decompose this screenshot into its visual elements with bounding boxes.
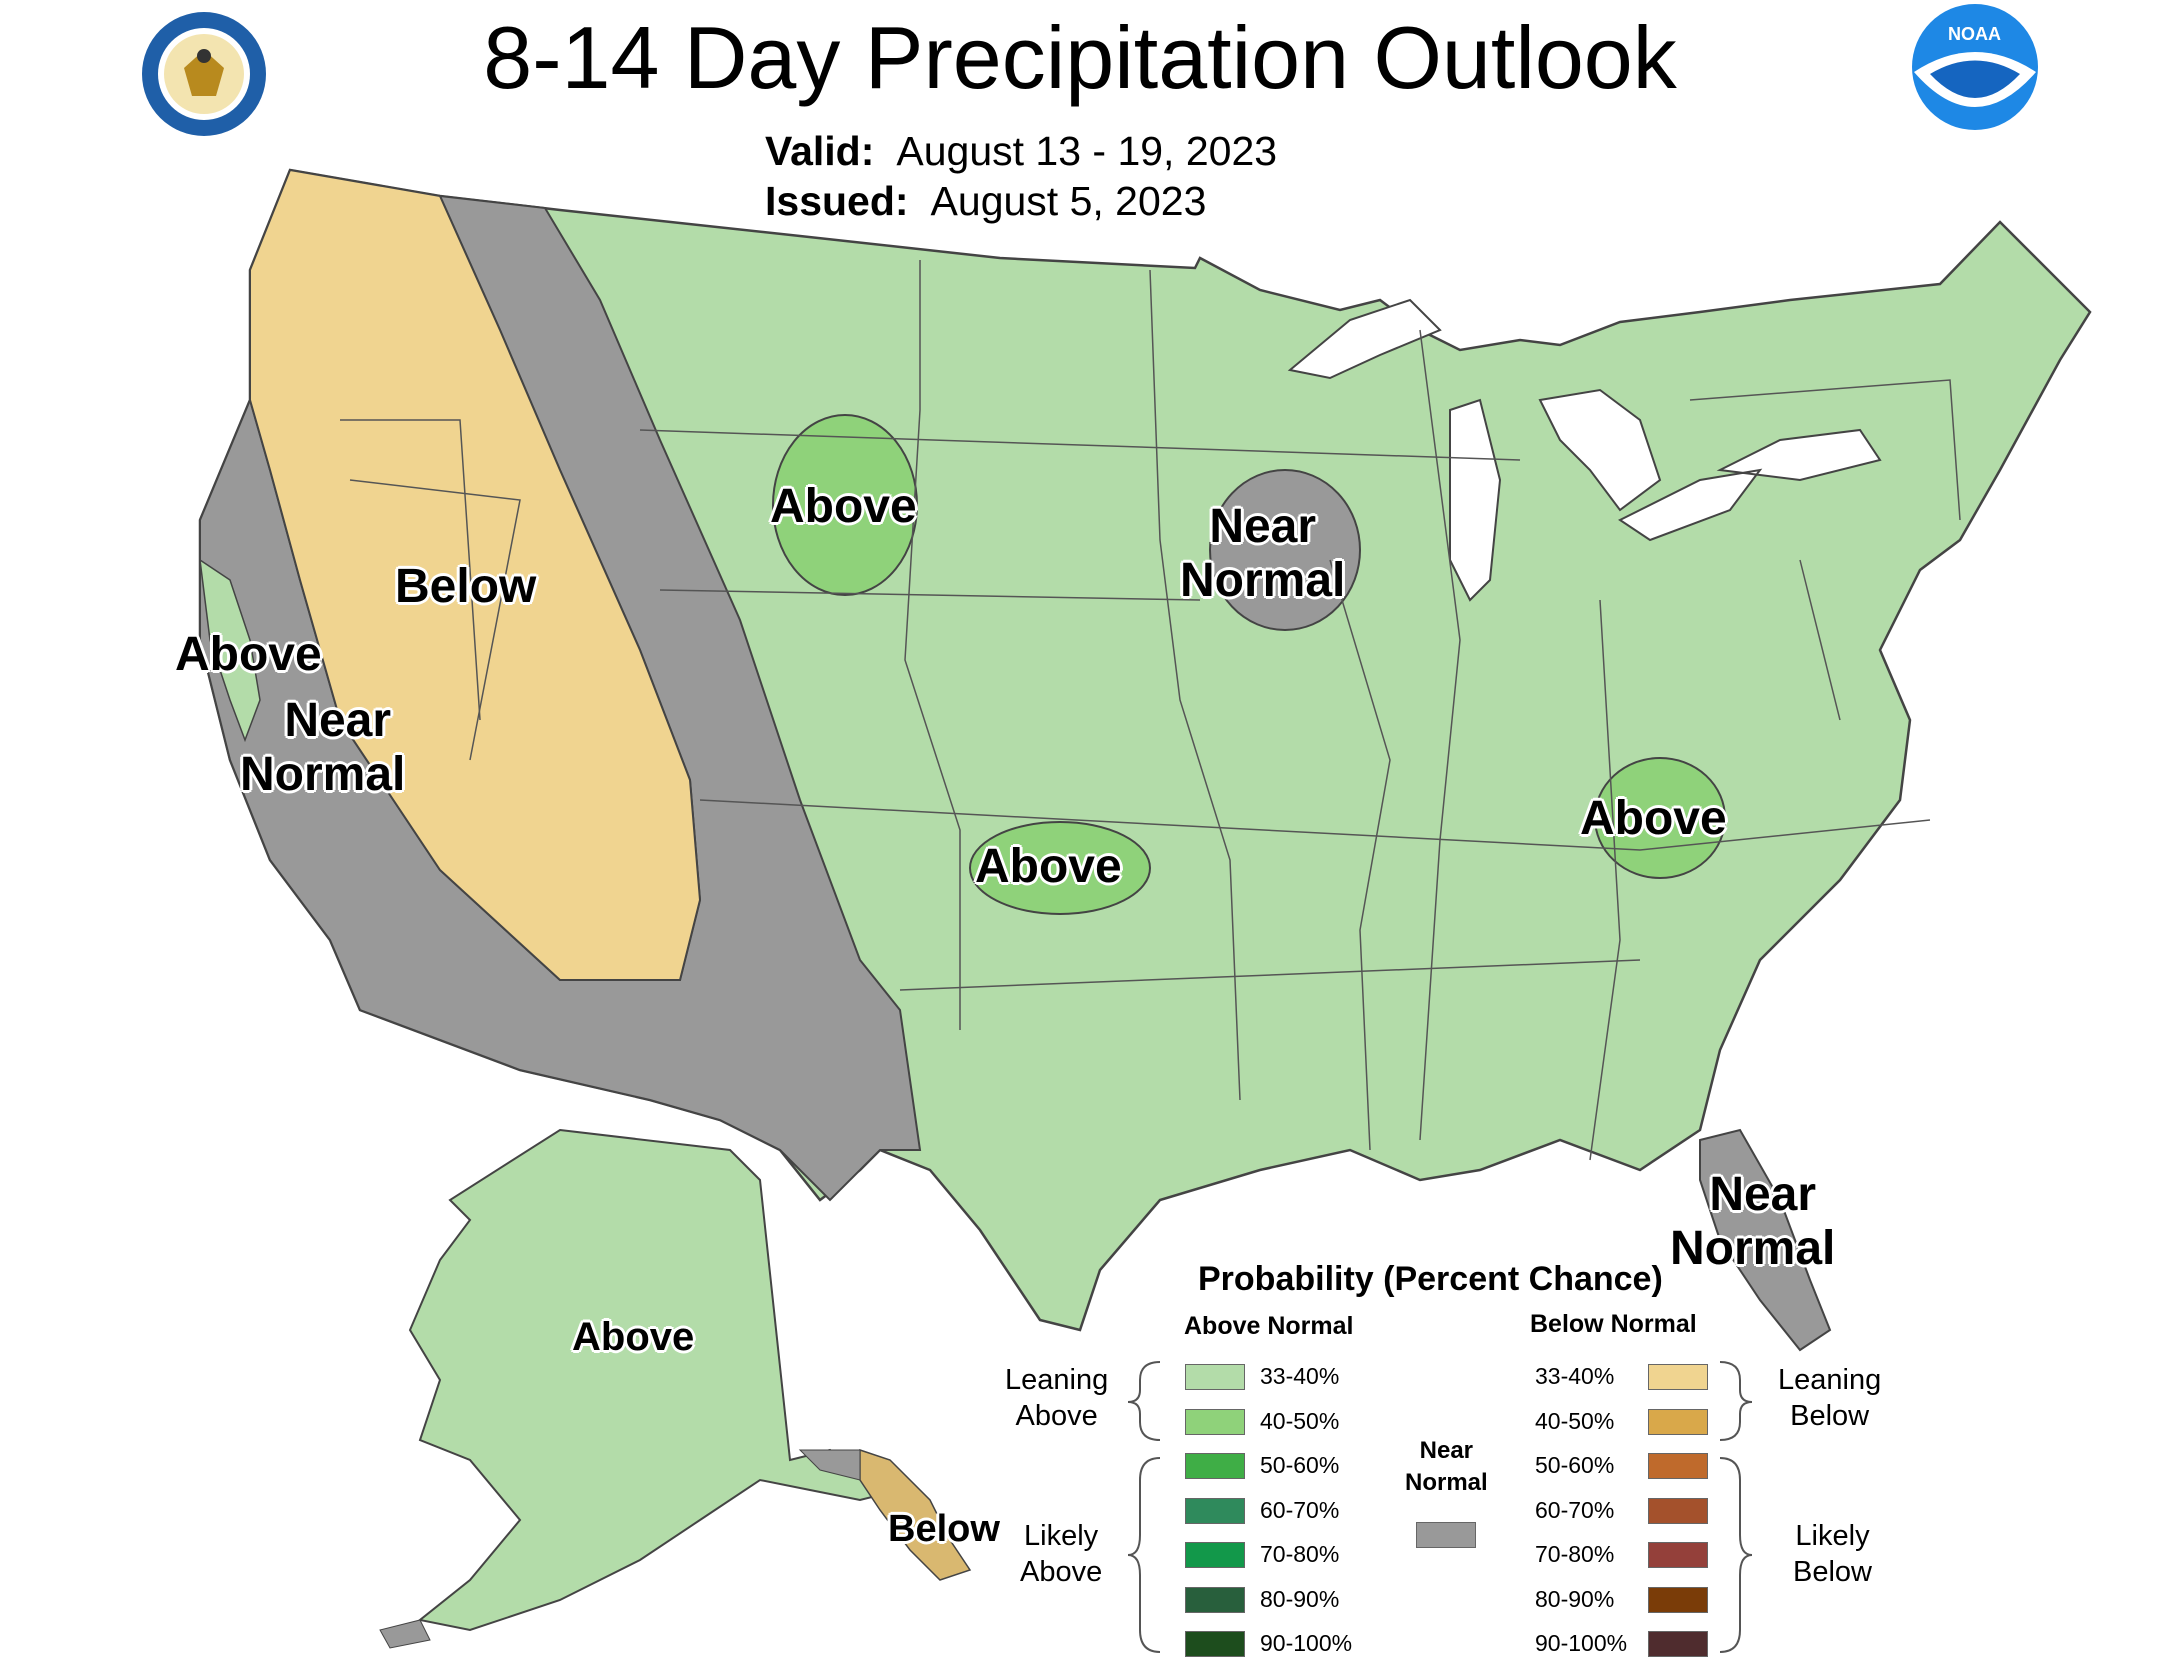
below-range-label: 60-70%: [1535, 1496, 1615, 1523]
above-range-label: 50-60%: [1260, 1452, 1340, 1478]
legend-above-header: Above Normal: [1184, 1312, 1354, 1340]
great-lakes: [1287, 298, 1882, 602]
leaning-below-line2: Below: [1790, 1400, 1870, 1432]
legend-title: Probability (Percent Chance): [1198, 1260, 1663, 1298]
legend-brackets: [1127, 1361, 1753, 1653]
label-se-alaska-below: Below: [888, 1508, 1000, 1550]
below-swatch-70-80pct: [1648, 1542, 1708, 1568]
label-near-line: Near: [1709, 1168, 1817, 1221]
legend-leaning-below-label: Leaning Below: [1778, 1362, 1881, 1434]
leaning-below-line1: Leaning: [1778, 1364, 1882, 1396]
label-alaska-above: Above: [572, 1315, 695, 1359]
label-northern-plains-above: Above: [770, 480, 917, 533]
valid-value: August 13 - 19, 2023: [896, 128, 1278, 174]
below-swatch-50-60pct: [1648, 1453, 1708, 1479]
below-swatch-80-90pct: [1648, 1586, 1708, 1613]
appalachia-above-region: [1594, 757, 1726, 879]
below-range-label: 80-90%: [1535, 1585, 1615, 1612]
alaska-leaning-above-region: [408, 1128, 903, 1632]
aleutian-islands: [379, 1619, 431, 1649]
label-appalachia-above: Above: [1580, 792, 1727, 845]
coastal-ca-above-region: [199, 558, 261, 743]
northern-plains-above-region: [772, 414, 918, 596]
above-range-label: 33-40%: [1260, 1363, 1340, 1389]
issued-value: August 5, 2023: [930, 178, 1207, 224]
page-title: 8-14 Day Precipitation Outlook: [483, 8, 1677, 107]
above-swatch-40-50pct: [1185, 1408, 1245, 1435]
likely-below-line1: Likely: [1795, 1520, 1870, 1552]
leaning-above-line2: Above: [1015, 1400, 1098, 1432]
leaning-above-line1: Leaning: [1005, 1364, 1109, 1396]
label-normal-line: Normal: [1670, 1222, 1836, 1275]
above-range-label: 60-70%: [1260, 1496, 1340, 1523]
label-coastal-ca-above: Above: [175, 628, 322, 681]
below-range-label: 70-80%: [1535, 1541, 1615, 1567]
label-normal-line: Normal: [1180, 554, 1346, 607]
legend-likely-below-label: Likely Below: [1793, 1518, 1872, 1590]
above-swatch-50-60pct: [1185, 1453, 1245, 1479]
commerce-seal-logo: [140, 10, 268, 138]
legend-near-normal-label: Near Normal: [1405, 1435, 1488, 1499]
pacific-nw-below-region: [249, 168, 702, 981]
state-borders: [340, 260, 1961, 1161]
below-range-label: 50-60%: [1535, 1452, 1615, 1478]
florida-near-normal-region: [1699, 1128, 1832, 1352]
noaa-logo: NOAA: [1910, 2, 2040, 132]
se-alaska-below-region: [859, 1448, 972, 1581]
likely-above-line1: Likely: [1024, 1520, 1099, 1552]
above-swatch-70-80pct: [1185, 1542, 1245, 1568]
above-range-label: 70-80%: [1260, 1541, 1340, 1567]
below-swatch-40-50pct: [1648, 1408, 1708, 1435]
label-west-near-normal: Near Normal: [240, 694, 405, 802]
below-range-label: 90-100%: [1535, 1630, 1628, 1656]
bracket-likely-below: [1719, 1457, 1753, 1653]
southern-plains-above-region: [969, 821, 1151, 915]
bracket-leaning-above: [1127, 1361, 1161, 1441]
below-swatch-60-70pct: [1648, 1497, 1708, 1524]
above-range-label: 80-90%: [1260, 1585, 1340, 1612]
valid-dates: Valid: August 13 - 19, 2023: [765, 126, 1277, 176]
above-range-label: 40-50%: [1260, 1407, 1340, 1434]
label-near-line: Near: [284, 694, 392, 747]
above-swatch-90-100pct: [1185, 1631, 1245, 1657]
label-florida-near-normal: Near Normal: [1670, 1168, 1835, 1276]
near-line1: Near: [1419, 1437, 1474, 1464]
above-swatch-33-40pct: [1185, 1364, 1245, 1390]
legend-below-header: Below Normal: [1530, 1310, 1697, 1338]
upper-midwest-near-normal-region: [1209, 469, 1361, 631]
below-range-label: 40-50%: [1535, 1407, 1615, 1434]
issued-date: Issued: August 5, 2023: [765, 176, 1206, 226]
below-range-label: 33-40%: [1535, 1363, 1615, 1389]
above-range-label: 90-100%: [1260, 1630, 1353, 1656]
label-near-line: Near: [1209, 500, 1317, 553]
legend-leaning-above-label: Leaning Above: [1005, 1362, 1108, 1434]
label-normal-line: Normal: [240, 748, 406, 801]
valid-label: Valid:: [765, 128, 875, 174]
likely-below-line2: Below: [1793, 1556, 1872, 1588]
above-swatch-60-70pct: [1185, 1497, 1245, 1524]
near-line2: Normal: [1405, 1469, 1488, 1496]
bracket-likely-above: [1127, 1457, 1161, 1653]
below-swatch-90-100pct: [1648, 1631, 1708, 1657]
label-pacific-nw-below: Below: [395, 560, 537, 613]
issued-label: Issued:: [765, 178, 909, 224]
below-swatch-33-40pct: [1648, 1364, 1708, 1390]
above-swatch-80-90pct: [1185, 1586, 1245, 1613]
bracket-leaning-below: [1719, 1361, 1753, 1441]
se-alaska-near-normal-region: [798, 1449, 861, 1481]
label-southern-plains-above: Above: [975, 840, 1122, 893]
likely-above-line2: Above: [1020, 1556, 1103, 1588]
label-upper-midwest-near-normal: Near Normal: [1180, 500, 1345, 608]
noaa-logo-text: NOAA: [1948, 24, 2001, 44]
legend-near-normal-swatch: [1416, 1522, 1476, 1548]
legend-likely-above-label: Likely Above: [1020, 1518, 1102, 1590]
